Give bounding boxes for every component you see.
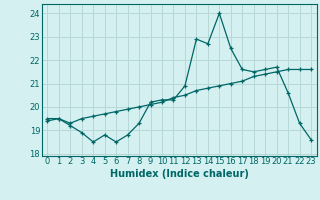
- X-axis label: Humidex (Indice chaleur): Humidex (Indice chaleur): [110, 169, 249, 179]
